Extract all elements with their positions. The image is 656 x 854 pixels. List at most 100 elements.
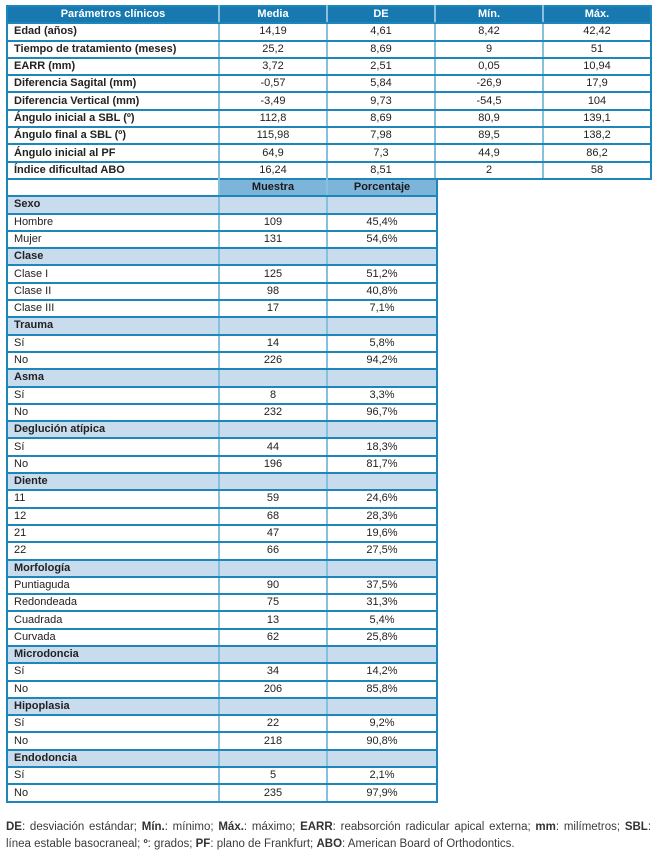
footnote-term: SBL <box>624 820 648 833</box>
clinical-header-row: Parámetros clínicos Media DE Mín. Máx. <box>6 4 652 25</box>
parameter-de: 7,3 <box>326 143 436 163</box>
item-row: Clase I 125 51,2% <box>6 264 438 284</box>
categorical-frequencies-table: Muestra Porcentaje Sexo Hombre 109 45,4% Muj… <box>6 177 438 803</box>
item-label: Puntiaguda <box>6 575 220 596</box>
parameter-label: Índice dificultad ABO <box>6 160 220 180</box>
parameter-label: Diferencia Vertical (mm) <box>6 91 220 111</box>
footnote-term: º <box>143 837 148 850</box>
item-row: No 226 94,2% <box>6 350 438 371</box>
item-porcentaje: 28,3% <box>326 506 438 526</box>
category-empty-muestra <box>218 368 328 388</box>
category-empty-porcentaje <box>326 696 438 717</box>
item-porcentaje: 19,6% <box>326 523 438 544</box>
item-porcentaje: 54,6% <box>326 229 438 250</box>
category-empty-porcentaje <box>326 644 438 665</box>
parameter-row: Edad (años) 14,19 4,61 8,42 42,42 <box>6 22 652 42</box>
footnote-term: Máx. <box>218 820 244 833</box>
parameter-row: Diferencia Vertical (mm) -3,49 9,73 -54,5 10… <box>6 91 652 111</box>
category-row: Asma <box>6 368 438 388</box>
parameter-media: 64,9 <box>218 143 328 163</box>
parameter-de: 9,73 <box>326 91 436 111</box>
parameter-row: Tiempo de tratamiento (meses) 25,2 8,69 9 51 <box>6 39 652 59</box>
category-row: Morfología <box>6 558 438 578</box>
parameter-de: 4,61 <box>326 22 436 42</box>
category-empty-muestra <box>218 644 328 665</box>
item-label: No <box>6 783 220 803</box>
parameter-min: 9 <box>434 39 544 59</box>
parameter-max: 138,2 <box>542 126 652 146</box>
parameter-max: 10,94 <box>542 56 652 77</box>
parameter-max: 139,1 <box>542 108 652 129</box>
parameter-de: 5,84 <box>326 74 436 94</box>
parameter-label: Diferencia Sagital (mm) <box>6 74 220 94</box>
item-label: Sí <box>6 662 220 682</box>
item-muestra: 66 <box>218 541 328 561</box>
item-label: No <box>6 731 220 751</box>
item-muestra: 98 <box>218 281 328 302</box>
item-porcentaje: 24,6% <box>326 489 438 509</box>
clinical-table-body: Edad (años) 14,19 4,61 8,42 42,42 Tiempo de t… <box>6 22 652 180</box>
parameter-media: 115,98 <box>218 126 328 146</box>
item-muestra: 22 <box>218 714 328 734</box>
item-muestra: 44 <box>218 437 328 457</box>
item-row: Clase III 17 7,1% <box>6 299 438 319</box>
category-empty-porcentaje <box>326 748 438 769</box>
item-muestra: 226 <box>218 350 328 371</box>
item-muestra: 218 <box>218 731 328 751</box>
parameter-min: 8,42 <box>434 22 544 42</box>
category-empty-porcentaje <box>326 471 438 492</box>
parameter-row: Diferencia Sagital (mm) -0,57 5,84 -26,9 17,… <box>6 74 652 94</box>
category-row: Endodoncia <box>6 748 438 769</box>
category-label: Trauma <box>6 316 220 336</box>
item-porcentaje: 5,4% <box>326 610 438 630</box>
item-row: No 235 97,9% <box>6 783 438 803</box>
item-label: No <box>6 402 220 423</box>
item-label: Sí <box>6 714 220 734</box>
footnote-term: Mín. <box>141 820 165 833</box>
item-label: Cuadrada <box>6 610 220 630</box>
item-label: Sí <box>6 766 220 786</box>
parameter-max: 42,42 <box>542 22 652 42</box>
parameter-label: EARR (mm) <box>6 56 220 77</box>
item-label: 12 <box>6 506 220 526</box>
item-porcentaje: 94,2% <box>326 350 438 371</box>
item-label: Sí <box>6 437 220 457</box>
item-row: Sí 44 18,3% <box>6 437 438 457</box>
item-row: Curvada 62 25,8% <box>6 627 438 648</box>
item-muestra: 125 <box>218 264 328 284</box>
item-label: Clase III <box>6 299 220 319</box>
category-label: Morfología <box>6 558 220 578</box>
column-header-max: Máx. <box>542 4 652 25</box>
category-label: Hipoplasia <box>6 696 220 717</box>
item-row: 22 66 27,5% <box>6 541 438 561</box>
item-porcentaje: 27,5% <box>326 541 438 561</box>
item-porcentaje: 18,3% <box>326 437 438 457</box>
category-empty-porcentaje <box>326 247 438 267</box>
parameter-label: Ángulo inicial al PF <box>6 143 220 163</box>
item-porcentaje: 31,3% <box>326 593 438 613</box>
item-porcentaje: 5,8% <box>326 333 438 353</box>
parameter-max: 51 <box>542 39 652 59</box>
category-row: Microdoncia <box>6 644 438 665</box>
item-row: No 232 96,7% <box>6 402 438 423</box>
parameter-min: 0,05 <box>434 56 544 77</box>
clinical-parameters-table: Parámetros clínicos Media DE Mín. Máx. E… <box>6 4 652 180</box>
category-empty-muestra <box>218 558 328 578</box>
item-porcentaje: 14,2% <box>326 662 438 682</box>
category-row: Diente <box>6 471 438 492</box>
parameter-label: Tiempo de tratamiento (meses) <box>6 39 220 59</box>
category-row: Hipoplasia <box>6 696 438 717</box>
item-porcentaje: 2,1% <box>326 766 438 786</box>
category-label: Asma <box>6 368 220 388</box>
item-row: 12 68 28,3% <box>6 506 438 526</box>
column-header-porcentaje: Porcentaje <box>326 177 438 198</box>
category-empty-muestra <box>218 696 328 717</box>
item-muestra: 232 <box>218 402 328 423</box>
footnote-term: ABO <box>316 837 343 850</box>
parameter-min: 2 <box>434 160 544 180</box>
item-label: Curvada <box>6 627 220 648</box>
item-porcentaje: 37,5% <box>326 575 438 596</box>
item-row: 11 59 24,6% <box>6 489 438 509</box>
category-label: Deglución atípica <box>6 420 220 440</box>
